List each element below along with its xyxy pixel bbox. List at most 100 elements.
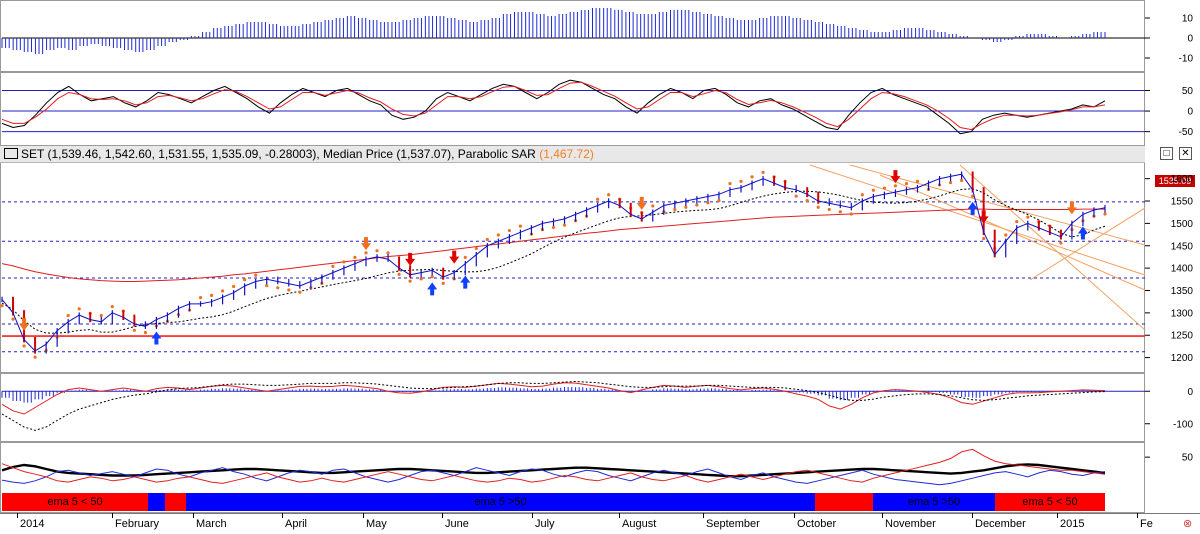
sar-dot	[232, 284, 236, 289]
macd-panel	[0, 373, 1145, 442]
sar-dot	[342, 260, 346, 264]
trend-channel-line	[1029, 207, 1146, 281]
month-label: October	[797, 518, 837, 530]
y-tick-label: 50	[1182, 453, 1194, 464]
y-tick-label: 1400	[1171, 264, 1194, 275]
sar-dot	[871, 188, 875, 192]
month-tick	[282, 513, 283, 518]
month-tick	[794, 513, 795, 518]
sar-dot	[706, 201, 710, 205]
month-tick	[193, 513, 194, 518]
month-tick	[1137, 513, 1138, 518]
sar-dot	[982, 236, 986, 241]
price-title: SET (1,539.46, 1,542.60, 1,531.55, 1,535…	[21, 147, 594, 161]
time-axis	[0, 513, 1200, 534]
sar-dot	[11, 317, 15, 321]
sar-dot	[265, 283, 269, 288]
sell-arrow-icon	[360, 237, 371, 251]
chart-window-icon	[4, 148, 18, 159]
y-tick-label: 0	[1187, 107, 1193, 118]
sar-dot	[0, 304, 4, 308]
sar-dot	[364, 251, 368, 255]
sar-dot	[695, 203, 699, 207]
sar-dot	[915, 179, 920, 183]
sar-dot	[849, 212, 853, 216]
sar-dot	[66, 313, 70, 318]
buy-arrow-icon	[460, 275, 471, 289]
sell-arrow-icon	[890, 170, 901, 184]
y-tick-label: 50	[1182, 86, 1194, 97]
month-tick	[363, 513, 364, 518]
sar-dot	[1059, 241, 1063, 245]
sar-dot	[971, 194, 975, 198]
month-label: February	[115, 518, 160, 530]
sell-arrow-icon	[405, 252, 416, 266]
sar-dot	[496, 233, 500, 237]
oscillator-line	[1, 79, 1106, 135]
sar-dot	[375, 249, 379, 253]
signal-band: ema 5 >50	[186, 493, 815, 511]
sell-arrow-icon	[978, 210, 989, 224]
sar-dot	[882, 186, 887, 190]
sar-dot	[904, 181, 909, 186]
month-label: April	[285, 518, 308, 530]
histogram-panel	[0, 0, 1145, 72]
sar-dot	[143, 330, 147, 335]
month-tick	[442, 513, 443, 518]
sar-dot	[419, 277, 423, 281]
sar-dot	[816, 205, 820, 209]
sar-dot	[1026, 215, 1030, 219]
y-tick-label: 1500	[1171, 219, 1194, 230]
sar-dot	[750, 175, 754, 179]
oscillator-line	[1, 81, 1106, 131]
close-button[interactable]: ✕	[1179, 147, 1192, 160]
sar-dot	[209, 293, 214, 298]
restore-button[interactable]: □	[1160, 147, 1173, 160]
sar-dot	[893, 184, 898, 188]
sar-dot	[221, 289, 225, 293]
month-label: July	[535, 518, 555, 530]
buy-arrow-icon	[151, 331, 162, 345]
month-label: November	[885, 518, 936, 530]
sar-dot	[562, 223, 567, 227]
signal-band: ema 5 < 50	[2, 493, 148, 511]
month-label: December	[975, 518, 1026, 530]
buy-arrow-icon	[1077, 226, 1088, 240]
sell-arrow-icon	[636, 196, 647, 210]
oscillator-panel	[0, 72, 1145, 146]
month-label: September	[706, 518, 760, 530]
last-price-badge: 1535.09	[1155, 175, 1195, 187]
buy-arrow-icon	[967, 201, 978, 215]
price-panel-header: SET (1,539.46, 1,542.60, 1,531.55, 1,535…	[0, 146, 1145, 163]
month-tick	[703, 513, 704, 518]
status-icon[interactable]: ⊗	[1183, 518, 1193, 530]
y-tick-label: 1250	[1171, 331, 1194, 342]
signal-band	[815, 493, 873, 511]
sar-dot	[607, 193, 611, 197]
y-tick-label: 1550	[1171, 197, 1194, 208]
sar-dot	[1103, 212, 1107, 216]
sar-dot	[331, 264, 335, 268]
y-tick-label: 1350	[1171, 286, 1194, 297]
sar-dot	[551, 225, 556, 230]
sar-dot	[684, 205, 688, 209]
sar-dot	[110, 304, 114, 309]
sar-dot	[1015, 219, 1019, 224]
sell-arrow-icon	[19, 317, 30, 331]
sar-dot	[430, 275, 434, 279]
sar-dot	[596, 197, 600, 201]
sar-dot	[397, 272, 401, 276]
trend-channel-line	[849, 164, 1146, 246]
y-tick-label: 10	[1182, 14, 1194, 25]
sar-dot	[386, 251, 390, 255]
sar-dot	[960, 178, 964, 183]
price-line	[1, 173, 1106, 352]
sar-dot	[1004, 233, 1008, 237]
signal-band	[165, 493, 186, 511]
sar-dot	[441, 281, 445, 285]
trend-channel-line	[959, 164, 1146, 331]
y-tick-label: 1200	[1171, 353, 1194, 364]
sar-dot	[485, 237, 489, 242]
y-tick-label: -10	[1179, 54, 1194, 65]
